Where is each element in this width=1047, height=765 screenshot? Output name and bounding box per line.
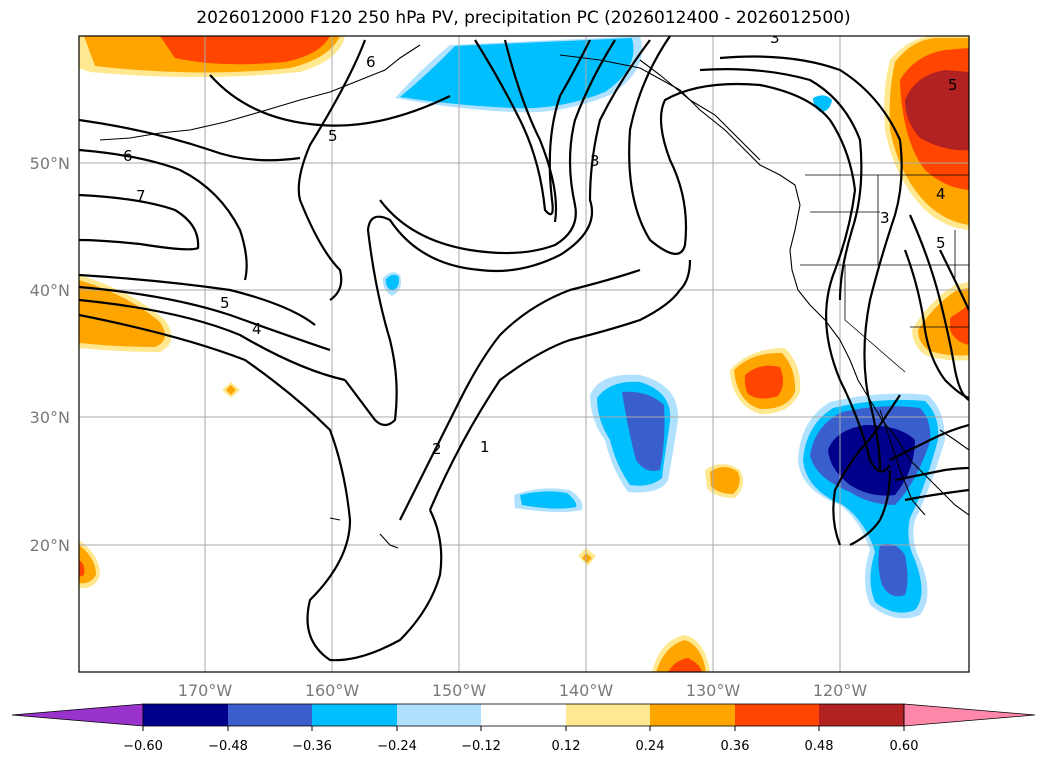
political-borders <box>800 174 969 373</box>
contour-label: 2 <box>432 440 442 458</box>
colorbar-segment <box>819 704 904 726</box>
colorbar-tick-label: −0.12 <box>461 739 501 754</box>
lat-labels: 50°N 40°N 30°N 20°N <box>30 154 70 555</box>
precip-positive-region <box>710 467 740 494</box>
precip-positive-region <box>582 553 592 563</box>
precip-negative-region <box>622 391 665 471</box>
contour-label: 5 <box>328 127 338 145</box>
contour-label: 5 <box>936 234 946 252</box>
map-title: 2026012000 F120 250 hPa PV, precipitatio… <box>196 8 851 28</box>
precip-negative-region <box>878 543 908 597</box>
precip-positive-region <box>226 385 236 395</box>
precip-shading <box>79 36 969 672</box>
lon-label: 120°W <box>813 681 868 700</box>
lon-label: 160°W <box>305 681 360 700</box>
precip-positive-region <box>160 36 330 65</box>
contour-labels: 6 5 6 7 5 4 3 2 1 3 3 4 5 5 <box>123 29 958 458</box>
colorbar-extend-min <box>11 703 144 727</box>
precip-positive-region <box>905 70 969 151</box>
lon-labels: 170°W 160°W 150°W 140°W 130°W 120°W <box>178 681 868 700</box>
precip-positive-region <box>744 365 784 399</box>
colorbar-frame <box>142 703 905 727</box>
colorbar-tick-label: 0.24 <box>636 739 665 754</box>
precip-positive-region <box>950 305 969 345</box>
map-frame <box>78 35 970 673</box>
colorbar-extend-max <box>903 703 1036 727</box>
contour-label: 1 <box>480 438 490 456</box>
lat-label: 40°N <box>30 281 70 300</box>
colorbar-segment <box>228 704 312 726</box>
lon-label: 130°W <box>686 681 741 700</box>
precip-positive-region <box>668 658 702 672</box>
colorbar-segment <box>397 704 481 726</box>
contour-label: 6 <box>366 53 376 71</box>
contour-label: 6 <box>123 147 133 165</box>
lon-label: 150°W <box>432 681 487 700</box>
colorbar-segment <box>735 704 819 726</box>
colorbar-tick-label: 0.48 <box>805 739 834 754</box>
lat-label: 50°N <box>30 154 70 173</box>
contour-label: 3 <box>770 29 780 47</box>
colorbar-segment <box>312 704 397 726</box>
precip-negative-region <box>828 425 915 496</box>
colorbar-segment <box>566 704 650 726</box>
colorbar: −0.60 −0.48 −0.36 −0.24 −0.12 0.12 0.24 … <box>11 703 1036 754</box>
contour-label: 5 <box>220 294 230 312</box>
colorbar-tick-label: −0.48 <box>208 739 248 754</box>
contour-label: 5 <box>948 76 958 94</box>
map-plot-area <box>79 36 969 672</box>
contour-label: 4 <box>936 185 946 203</box>
colorbar-ticks <box>142 726 905 731</box>
contour-label: 4 <box>252 320 262 338</box>
lon-label: 140°W <box>559 681 614 700</box>
contour-label: 3 <box>880 209 890 227</box>
lon-label: 170°W <box>178 681 233 700</box>
lat-label: 20°N <box>30 536 70 555</box>
contour-label: 3 <box>590 152 600 170</box>
lat-label: 30°N <box>30 408 70 427</box>
colorbar-tick-label: −0.60 <box>123 739 163 754</box>
colorbar-tick-label: 0.36 <box>721 739 750 754</box>
pv-contours <box>79 36 969 662</box>
precip-negative-region <box>385 274 400 291</box>
colorbar-tick-label: 0.60 <box>890 739 919 754</box>
precip-negative-region <box>400 38 634 109</box>
contour-label: 7 <box>136 187 146 205</box>
colorbar-tick-label: −0.36 <box>292 739 332 754</box>
colorbar-segment <box>650 704 735 726</box>
colorbar-segment <box>481 704 566 726</box>
colorbar-tick-label: 0.12 <box>552 739 581 754</box>
coastlines <box>99 44 969 549</box>
precip-negative-region <box>520 491 577 509</box>
colorbar-segment <box>143 704 228 726</box>
colorbar-tick-label: −0.24 <box>377 739 417 754</box>
precip-positive-region <box>79 560 85 577</box>
